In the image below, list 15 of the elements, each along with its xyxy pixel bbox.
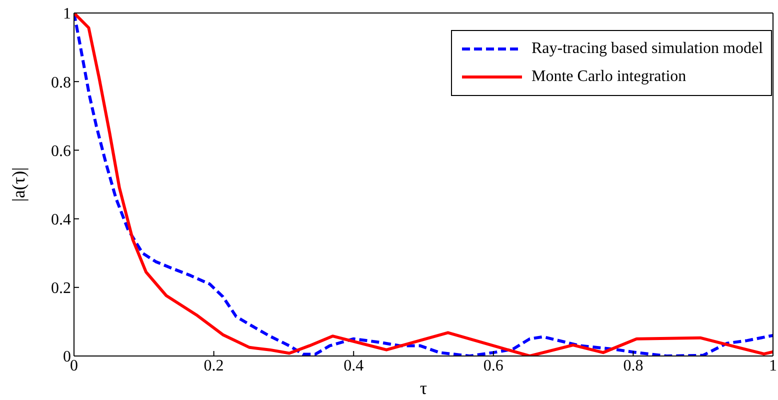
- x-tick-label: 0.6: [483, 357, 504, 374]
- legend-label: Monte Carlo integration: [532, 67, 686, 87]
- y-tick-label: 0.8: [51, 74, 71, 92]
- legend-label: Ray-tracing based simulation model: [532, 39, 763, 59]
- x-tick-label: 0.4: [344, 357, 364, 374]
- y-tick-label: 0.6: [51, 142, 71, 160]
- y-tick-label: 0.2: [51, 280, 71, 298]
- x-tick-label: 0.8: [623, 357, 644, 374]
- line-series: [74, 13, 773, 356]
- y-axis-title: |a(τ)|: [8, 167, 28, 202]
- x-tick-label: 1: [769, 357, 777, 374]
- x-tick-label: 0.2: [204, 357, 224, 374]
- y-tick-label: 1: [63, 6, 71, 23]
- x-axis-title: τ: [420, 378, 428, 398]
- y-tick-label: 0.4: [51, 211, 71, 228]
